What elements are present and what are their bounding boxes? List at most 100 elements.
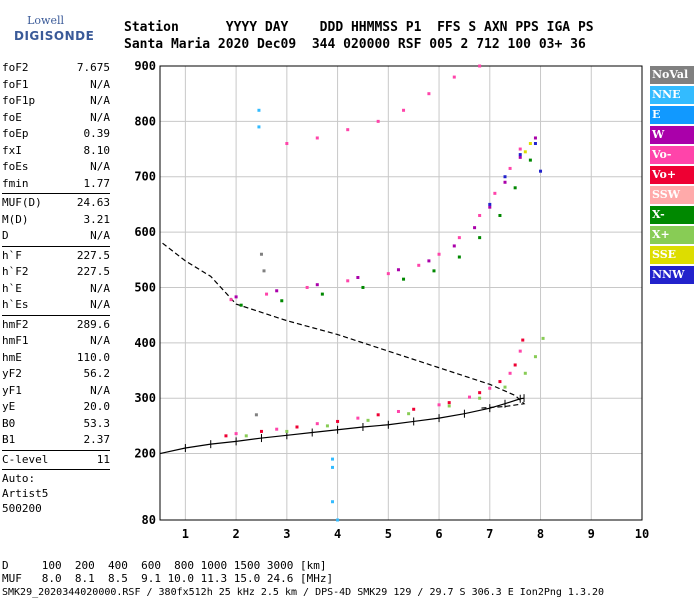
echo-point bbox=[265, 292, 269, 296]
param-row: yF2 56.2 bbox=[2, 366, 110, 383]
param-value: N/A bbox=[90, 334, 110, 347]
param-value: 20.0 bbox=[83, 400, 111, 413]
param-row: foF1 N/A bbox=[2, 77, 110, 94]
echo-point bbox=[521, 338, 525, 342]
param-value: 56.2 bbox=[83, 367, 111, 380]
param-label: foF1p bbox=[2, 94, 36, 107]
param-row: h`Es N/A bbox=[2, 297, 110, 314]
logo-text-digisonde: DIGISONDE bbox=[14, 29, 95, 43]
param-row: h`F 227.5 bbox=[2, 248, 110, 265]
param-row: h`F2 227.5 bbox=[2, 264, 110, 281]
legend-item: NNE bbox=[650, 86, 694, 104]
echo-point bbox=[488, 202, 492, 206]
echo-point bbox=[437, 403, 441, 407]
header-labels: Station YYYY DAY DDD HHMMSS P1 FFS S AXN… bbox=[124, 20, 594, 35]
echo-point bbox=[518, 153, 522, 157]
param-row: hmF2 289.6 bbox=[2, 317, 110, 334]
param-label: h`Es bbox=[2, 298, 29, 311]
param-value: 53.3 bbox=[83, 416, 111, 430]
plot-frame bbox=[159, 65, 643, 521]
param-label: yE bbox=[2, 400, 16, 413]
echo-point bbox=[523, 150, 527, 154]
echo-point bbox=[427, 92, 431, 96]
param-row: foEp 0.39 bbox=[2, 126, 110, 143]
muf-row: MUF 8.0 8.1 8.5 9.1 10.0 11.3 15.0 24.6 … bbox=[2, 572, 334, 585]
param-value: 227.5 bbox=[76, 248, 110, 262]
param-value: N/A bbox=[90, 281, 110, 295]
param-row: C-level 11 bbox=[2, 452, 110, 469]
echo-point bbox=[315, 283, 319, 287]
param-value: 11 bbox=[96, 452, 110, 466]
param-label: h`F2 bbox=[2, 265, 29, 278]
param-row: foF1p N/A bbox=[2, 93, 110, 110]
echo-point bbox=[513, 186, 517, 190]
param-label: foE bbox=[2, 110, 22, 124]
x-tick-label: 6 bbox=[435, 527, 442, 541]
divider bbox=[2, 449, 110, 451]
legend-item: X+ bbox=[650, 226, 694, 244]
echo-point bbox=[396, 268, 400, 272]
param-label: MUF(D) bbox=[2, 196, 42, 209]
param-value: 7.675 bbox=[76, 61, 110, 74]
param-label: C-level bbox=[2, 452, 49, 466]
param-label: fmin bbox=[2, 176, 29, 190]
x-tick-label: 3 bbox=[283, 527, 290, 541]
y-tick-label: 300 bbox=[134, 391, 156, 405]
echo-point bbox=[528, 158, 532, 162]
echo-point bbox=[239, 303, 243, 307]
parameter-group-muf: MUF(D) 24.63 M(D) 3.21 D N/A bbox=[2, 195, 110, 245]
y-tick-label: 80 bbox=[142, 513, 156, 527]
echo-point bbox=[528, 142, 532, 146]
parameter-group-profile: hmF2 289.6 hmF1 N/A hmE 110.0 yF2 56.2 yF1 N/A yE 2… bbox=[2, 317, 110, 449]
param-value: N/A bbox=[90, 229, 110, 242]
param-row: fxI 8.10 bbox=[2, 143, 110, 160]
param-row: yF1 N/A bbox=[2, 383, 110, 400]
echo-point bbox=[386, 272, 390, 276]
file-info: SMK29_2020344020000.RSF / 380fx512h 25 k… bbox=[2, 587, 605, 598]
echo-point bbox=[346, 128, 350, 132]
x-tick-label: 8 bbox=[537, 527, 544, 541]
echo-point bbox=[488, 205, 492, 209]
echo-point bbox=[407, 412, 411, 416]
parameter-group-confidence: C-level 11 bbox=[2, 452, 110, 469]
param-value: 2.37 bbox=[83, 433, 111, 446]
echo-point bbox=[523, 371, 527, 375]
param-label: hmE bbox=[2, 350, 22, 364]
echo-point bbox=[467, 395, 471, 399]
echo-point bbox=[457, 255, 461, 259]
echo-point bbox=[224, 434, 228, 438]
legend-item: Vo- bbox=[650, 146, 694, 164]
param-row: foE N/A bbox=[2, 110, 110, 127]
echo-point bbox=[493, 191, 497, 195]
param-label: hmF2 bbox=[2, 317, 29, 331]
echo-point bbox=[432, 269, 436, 273]
echo-point bbox=[452, 75, 456, 79]
param-label: yF2 bbox=[2, 367, 22, 380]
legend-item: X- bbox=[650, 206, 694, 224]
echo-point bbox=[366, 418, 370, 422]
echo-point bbox=[503, 180, 507, 184]
param-label: B1 bbox=[2, 433, 16, 446]
x-tick-label: 10 bbox=[635, 527, 649, 541]
echo-point bbox=[396, 409, 400, 413]
o-trace-line bbox=[159, 397, 525, 455]
echo-point bbox=[402, 277, 406, 281]
parameter-group-critical-frequencies: foF2 7.675 foF1 N/A foF1p N/A foE N/A foEp 0.39 fx… bbox=[2, 60, 110, 192]
echo-point bbox=[447, 401, 451, 405]
param-label: yF1 bbox=[2, 383, 22, 397]
divider bbox=[2, 245, 110, 247]
echo-point bbox=[234, 432, 238, 436]
echo-point bbox=[229, 298, 233, 302]
echo-point bbox=[478, 64, 482, 68]
auto-label: Auto: bbox=[2, 472, 36, 485]
param-row: B0 53.3 bbox=[2, 416, 110, 433]
param-label: foEp bbox=[2, 127, 29, 140]
autoscaling-info: Auto: Artist5 500200 bbox=[2, 471, 110, 516]
legend-item: SSW bbox=[650, 186, 694, 204]
echo-point bbox=[518, 155, 522, 159]
echo-point bbox=[356, 275, 360, 279]
param-value: 24.63 bbox=[76, 196, 110, 209]
echo-point bbox=[305, 285, 309, 289]
param-label: B0 bbox=[2, 416, 16, 430]
echo-point bbox=[257, 125, 261, 129]
